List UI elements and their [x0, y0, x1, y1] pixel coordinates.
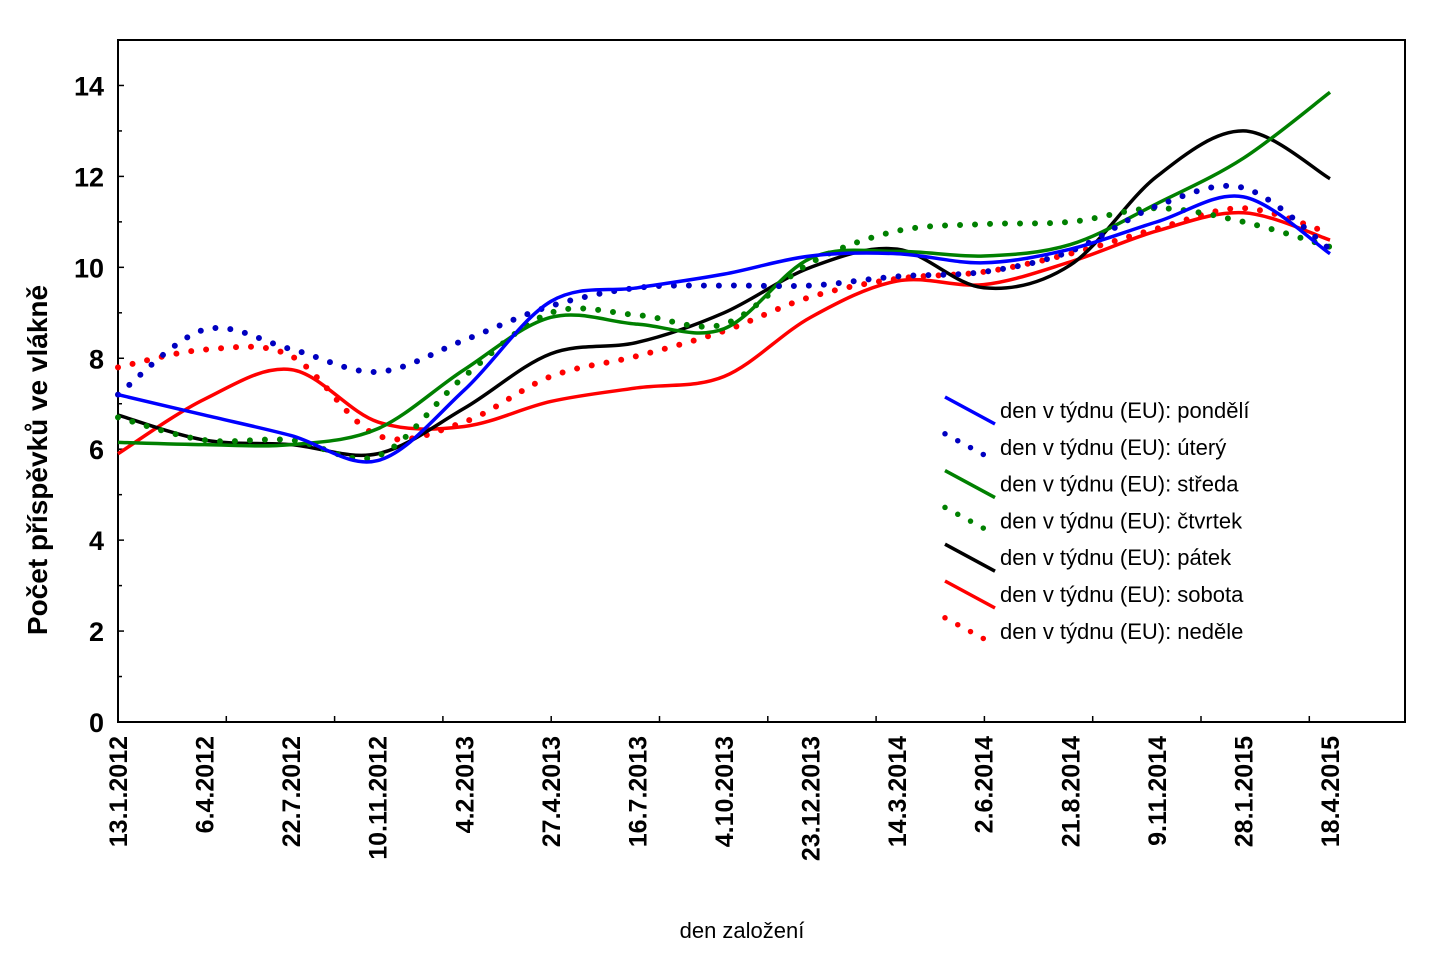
legend-item: den v týdnu (EU): čtvrtek — [942, 504, 1243, 538]
legend-label: den v týdnu (EU): pondělí — [1000, 398, 1249, 423]
legend: den v týdnu (EU): pondělí den v týdnu (EU… — [942, 395, 1249, 648]
x-tick-label: 16.7.2013 — [624, 736, 652, 847]
legend-label: den v týdnu (EU): čtvrtek — [1000, 508, 1243, 533]
x-tick-label: 23.12.2013 — [798, 736, 826, 861]
y-tick-label: 8 — [89, 344, 104, 374]
y-tick-label: 10 — [74, 253, 104, 283]
legend-item: den v týdnu (EU): středa — [944, 469, 1239, 500]
series-line-5 — [117, 210, 1331, 456]
x-tick-label: 9.11.2014 — [1144, 736, 1172, 846]
y-tick-label: 0 — [89, 708, 104, 738]
x-axis: 13.1.2012 6.4.2012 22.7.2012 10.11.2012 4.2.… — [105, 716, 1345, 861]
legend-item: den v týdnu (EU): neděle — [942, 615, 1243, 648]
legend-item: den v týdnu (EU): pátek — [944, 542, 1232, 573]
y-tick-label: 4 — [89, 526, 104, 556]
series-line-6 — [115, 205, 1333, 443]
series-line-0 — [117, 194, 1331, 464]
y-tick-label: 14 — [74, 71, 104, 101]
x-tick-label: 28.1.2015 — [1230, 736, 1258, 847]
legend-item: den v týdnu (EU): sobota — [944, 579, 1244, 610]
y-tick-label: 12 — [74, 162, 104, 192]
x-tick-label: 18.4.2015 — [1317, 736, 1345, 847]
x-tick-label: 4.10.2013 — [711, 736, 739, 847]
legend-label: den v týdnu (EU): pátek — [1000, 545, 1232, 570]
x-tick-label: 10.11.2012 — [365, 736, 393, 860]
x-axis-label: den založení — [680, 918, 805, 943]
y-axis: 0 2 4 6 8 10 12 14 — [74, 39, 124, 738]
legend-swatch — [944, 542, 996, 573]
legend-swatch — [944, 469, 996, 500]
x-tick-label: 2.6.2014 — [971, 736, 999, 833]
x-tick-label: 27.4.2013 — [538, 736, 566, 847]
x-tick-label: 14.3.2014 — [884, 736, 912, 847]
plot-frame — [117, 39, 1406, 723]
x-tick-label: 21.8.2014 — [1057, 736, 1085, 847]
y-tick-label: 6 — [89, 435, 104, 465]
legend-label: den v týdnu (EU): neděle — [1000, 619, 1243, 644]
legend-swatch — [944, 579, 996, 610]
x-tick-label: 6.4.2012 — [192, 736, 220, 833]
legend-item: den v týdnu (EU): úterý — [942, 431, 1226, 464]
legend-label: den v týdnu (EU): sobota — [1000, 582, 1244, 607]
series-layer — [115, 90, 1333, 464]
series-line-2 — [117, 90, 1332, 448]
legend-label: den v týdnu (EU): středa — [1000, 472, 1239, 497]
x-tick-label: 13.1.2012 — [105, 736, 133, 847]
legend-swatch — [942, 504, 998, 538]
legend-swatch — [942, 431, 998, 464]
legend-item: den v týdnu (EU): pondělí — [944, 395, 1249, 426]
x-tick-label: 22.7.2012 — [278, 736, 306, 847]
x-tick-label: 4.2.2013 — [451, 736, 479, 833]
legend-label: den v týdnu (EU): úterý — [1000, 435, 1226, 460]
y-axis-label: Počet příspěvků ve vlákně — [22, 285, 53, 635]
y-tick-label: 2 — [89, 617, 104, 647]
legend-swatch — [942, 615, 998, 648]
legend-swatch — [944, 395, 996, 426]
